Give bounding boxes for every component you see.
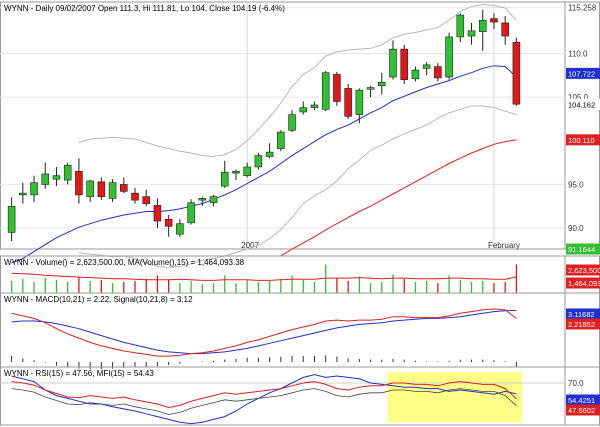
candle-up (277, 131, 285, 149)
price-panel (0, 1, 600, 250)
moving-average-blue-line (11, 65, 517, 264)
volume-ma-tag: 1,464,093 (568, 279, 600, 288)
candle-up (422, 64, 431, 69)
candle-up (288, 114, 296, 131)
candle-up (108, 182, 117, 199)
rsi-line (11, 381, 517, 409)
candle-up (232, 171, 240, 174)
candle-up (254, 155, 263, 168)
rsi-smoothed-line (11, 388, 517, 415)
macd-line (11, 308, 517, 357)
candle-up (187, 202, 195, 224)
candle-up (209, 196, 218, 204)
macd-panel-title: WYNN - MACD(10,21) = 2.22, Signal(10,21,… (4, 295, 193, 304)
candle-up (445, 36, 453, 78)
volume-panel-title: WYNN - Volume() = 2,623,500.00, MA(Volum… (4, 258, 245, 267)
candle-up (30, 182, 38, 196)
candle-up (310, 104, 319, 108)
candle-down (97, 181, 106, 197)
candle-up (176, 223, 184, 235)
price-tag-bg (566, 98, 600, 110)
rsi-tick-label: 70.0 (568, 379, 584, 388)
candle-down (120, 184, 128, 192)
rsi-panel-title: WYNN - RSI(15) = 47.56, MFI(15) = 54.43 (4, 369, 154, 378)
candle-up (378, 81, 386, 87)
volume-tag-bg (566, 264, 600, 276)
candle-up (456, 14, 465, 38)
date-label: 2007 (241, 241, 259, 250)
candle-up (52, 175, 61, 180)
volume-ma-line (11, 272, 517, 281)
date-label: February (488, 241, 520, 250)
candle-up (220, 171, 229, 187)
candle-up (41, 173, 50, 185)
lower-band-line (78, 105, 517, 268)
rsi-tag: 47.5602 (568, 406, 595, 415)
macd-signal-tag-bg (566, 308, 600, 320)
candle-down (400, 48, 408, 80)
price-tag: 107.722 (568, 69, 595, 78)
macd-signal-line (11, 310, 517, 355)
candle-up (19, 192, 27, 196)
candle-up (265, 151, 274, 157)
candle-down (75, 171, 83, 196)
candle-up (321, 72, 330, 110)
candle-down (142, 196, 150, 204)
price-tag: 91.1644 (568, 245, 595, 254)
candle-up (366, 87, 375, 90)
candle-down (490, 18, 498, 23)
mfi-tag: 54.4251 (568, 396, 595, 405)
macd-tag: 2.21852 (568, 320, 595, 329)
candle-up (198, 198, 207, 201)
rsi-highlight-region (387, 372, 522, 422)
candle-up (7, 205, 16, 233)
candle-down (164, 219, 173, 227)
price-tag: 100.110 (568, 136, 595, 145)
mfi-line (11, 374, 517, 425)
candle-up (389, 48, 397, 78)
upper-band-line (78, 4, 517, 158)
candle-down (333, 74, 341, 102)
candle-up (243, 166, 251, 176)
price-tag-bg (566, 243, 600, 255)
rsi-tag-bg (566, 404, 600, 416)
price-tag-bg (566, 134, 600, 146)
candle-up (63, 164, 72, 181)
candle-up (467, 30, 476, 37)
price-panel-title: WYNN - Daily 09/02/2007 Open 111.3, Hi 1… (4, 4, 285, 13)
price-tag: 104.162 (568, 100, 595, 109)
macd-panel (0, 292, 600, 368)
candle-down (501, 22, 509, 37)
volume-tag: 2,623,500 (568, 266, 600, 275)
price-tag-bg (566, 67, 600, 79)
price-tick-label: 115.258 (568, 4, 597, 13)
macd-signal-tag: 3.11682 (568, 310, 595, 319)
candle-up (86, 180, 94, 197)
candle-up (478, 20, 487, 32)
candle-up (411, 69, 420, 80)
mfi-tag-bg (566, 394, 600, 406)
price-tick-label: 90.0 (568, 224, 584, 233)
candle-up (355, 89, 364, 115)
price-tick-label: 110.0 (568, 49, 588, 58)
candle-down (512, 41, 521, 105)
price-tick-label: 95.0 (568, 180, 584, 189)
candle-down (131, 192, 139, 201)
candle-down (434, 66, 442, 79)
candle-down (344, 88, 352, 117)
candle-up (299, 107, 308, 113)
macd-tag-bg (566, 318, 600, 330)
candle-down (153, 205, 162, 222)
moving-average-red-line (280, 139, 517, 257)
price-tick-label: 105.0 (568, 93, 589, 102)
volume-ma-tag-bg (566, 277, 600, 289)
